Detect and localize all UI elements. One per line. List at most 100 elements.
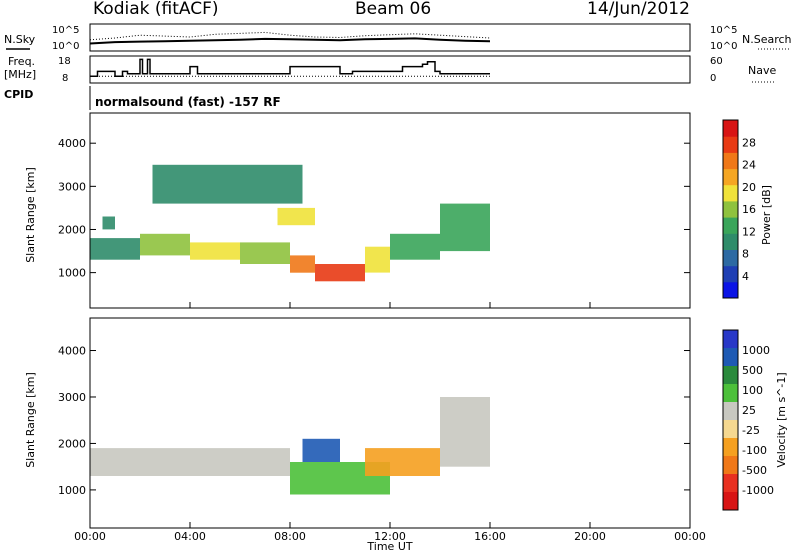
colorbar-tick-label: -100 <box>742 444 767 457</box>
sky-label: N.Sky <box>4 33 36 46</box>
sky-tick-top: 10^5 <box>52 25 79 36</box>
noise-panel-frame <box>89 23 691 52</box>
heatmap-cell <box>315 264 365 282</box>
x-axis-label: Time UT <box>366 540 412 553</box>
y-tick-label: 3000 <box>58 391 86 404</box>
heatmap-cell <box>290 255 315 273</box>
freq-tick-bottom: 8 <box>62 73 68 84</box>
heatmap-cell <box>190 242 240 260</box>
heatmap-cell <box>440 397 490 467</box>
heatmap-cell <box>365 246 390 273</box>
nave-label: Nave <box>748 64 776 77</box>
colorbar-swatch <box>723 384 738 403</box>
freq-tick-top: 18 <box>58 56 71 67</box>
heatmap-cell <box>90 448 290 476</box>
y-tick-label: 4000 <box>58 137 86 150</box>
heatmap-cell <box>277 207 315 226</box>
noise-plot-area <box>89 31 491 45</box>
colorbar-swatch <box>723 120 738 137</box>
colorbar-swatch <box>723 402 738 421</box>
velocity-ylabel: Slant Range [km] <box>24 372 37 468</box>
noise-series-0 <box>89 37 491 45</box>
colorbar-tick-label: 25 <box>742 404 756 417</box>
y-tick-label: 2000 <box>58 223 86 236</box>
colorbar-swatch <box>723 492 738 511</box>
freq-unit: [MHz] <box>4 68 36 81</box>
search-tick-bottom: 10^0 <box>710 41 737 52</box>
frequency-plot-area <box>90 58 490 77</box>
nave-tick-bottom: 0 <box>710 73 716 84</box>
heatmap-cell <box>90 238 140 260</box>
colorbar-swatch <box>723 330 738 349</box>
colorbar-tick-label: 1000 <box>742 344 770 357</box>
x-tick-label: 12:00 <box>374 530 406 543</box>
colorbar-tick-label: 20 <box>742 181 756 194</box>
cpid-label: CPID <box>4 88 33 101</box>
colorbar-swatch <box>723 184 738 202</box>
colorbar-swatch <box>723 456 738 475</box>
colorbar-tick-label: 16 <box>742 203 756 216</box>
velocity-panel-frame <box>89 317 691 529</box>
colorbar-frame <box>722 329 739 511</box>
colorbar-swatch <box>723 265 738 283</box>
time-x-axis: 00:00 04:00 08:00 12:00 16:00 20:00 00:00 <box>74 302 706 543</box>
date-title: 14/Jun/2012 <box>587 0 690 19</box>
colorbar-tick-label: 4 <box>742 270 749 283</box>
heatmap-cell <box>365 448 440 476</box>
colorbar-tick-label: 28 <box>742 136 756 149</box>
x-tick-label: 00:00 <box>74 530 106 543</box>
colorbar-swatch <box>723 136 738 153</box>
colorbar-swatch <box>723 217 738 234</box>
y-tick-label: 3000 <box>58 180 86 193</box>
heatmap-cell <box>102 216 115 230</box>
power-colorbar-label: Power [dB] <box>760 185 773 245</box>
colorbar-swatch <box>723 420 738 439</box>
colorbar-tick-label: 12 <box>742 225 756 238</box>
y-tick-label: 2000 <box>58 437 86 450</box>
power-y-axis: 1000 2000 3000 4000 <box>58 137 690 280</box>
colorbar-tick-label: 100 <box>742 384 763 397</box>
noise-series-1 <box>89 31 491 41</box>
y-tick-label: 1000 <box>58 484 86 497</box>
freq-series-0 <box>90 58 490 77</box>
frequency-panel-frame <box>89 55 691 84</box>
heatmap-cell <box>240 242 290 264</box>
colorbar-swatch <box>723 366 738 385</box>
station-title: Kodiak (fitACF) <box>93 0 219 19</box>
colorbar-tick-label: 24 <box>742 159 756 172</box>
colorbar-swatch <box>723 233 738 250</box>
colorbar-tick-label: -500 <box>742 464 767 477</box>
heatmap-cell <box>152 164 303 204</box>
colorbar-swatch <box>723 438 738 457</box>
colorbar-tick-label: 8 <box>742 248 749 261</box>
sky-tick-bottom: 10^0 <box>52 41 79 52</box>
nave-tick-top: 60 <box>710 56 723 67</box>
heatmap-cell <box>140 233 190 256</box>
colorbar-tick-label: -25 <box>742 424 760 437</box>
heatmap-cell <box>302 438 340 462</box>
freq-label: Freq. <box>8 55 35 68</box>
velocity-y-axis: 1000 2000 3000 4000 <box>58 345 690 497</box>
colorbar-swatch <box>723 249 738 267</box>
colorbar-swatch <box>723 200 738 218</box>
x-tick-label: 08:00 <box>274 530 306 543</box>
colorbar-swatch <box>723 474 738 493</box>
colorbar-swatch <box>723 168 738 186</box>
velocity-heatmap <box>90 397 490 495</box>
y-tick-label: 1000 <box>58 267 86 280</box>
colorbar-frame <box>722 119 739 299</box>
beam-title: Beam 06 <box>355 0 431 19</box>
power-ylabel: Slant Range [km] <box>24 167 37 263</box>
x-tick-label: 16:00 <box>474 530 506 543</box>
power-panel-frame <box>89 112 691 309</box>
velocity-colorbar: 1000 500 100 25 -25 -100 -500 -1000 <box>722 329 774 511</box>
cpid-text: normalsound (fast) -157 RF <box>95 95 281 109</box>
colorbar-swatch <box>723 348 738 367</box>
colorbar-swatch <box>723 281 738 299</box>
velocity-colorbar-label: Velocity [m s^-1] <box>775 372 788 467</box>
colorbar-tick-label: -1000 <box>742 484 774 497</box>
y-tick-label: 4000 <box>58 345 86 358</box>
colorbar-swatch <box>723 152 738 170</box>
heatmap-cell <box>390 233 440 260</box>
